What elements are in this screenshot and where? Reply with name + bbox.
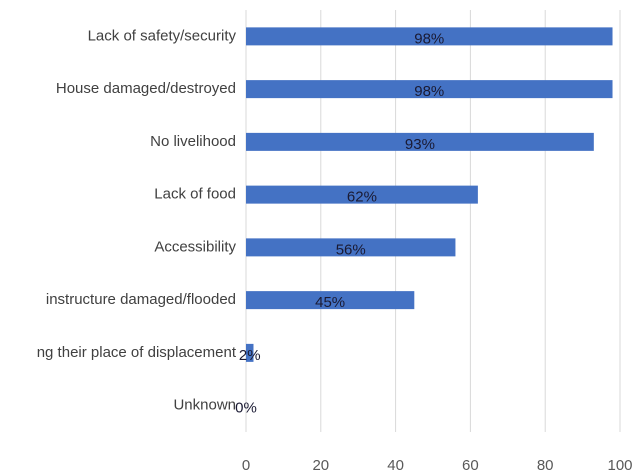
- x-tick-label: 60: [462, 457, 479, 474]
- value-label: 2%: [239, 347, 261, 364]
- x-tick-label: 0: [242, 457, 250, 474]
- category-label: House damaged/destroyed: [56, 80, 236, 97]
- bar: [246, 185, 478, 204]
- category-label: Accessibility: [154, 238, 236, 255]
- value-label: 0%: [235, 400, 257, 417]
- bar: [246, 132, 594, 151]
- value-label: 98%: [414, 30, 444, 47]
- category-label: Unknown: [173, 397, 236, 414]
- bar: [246, 291, 415, 310]
- value-label: 45%: [315, 294, 345, 311]
- value-label: 98%: [414, 83, 444, 100]
- category-label: instructure damaged/flooded: [46, 291, 236, 308]
- value-label: 56%: [336, 241, 366, 258]
- category-label: ng their place of displacement: [37, 344, 237, 361]
- value-label: 62%: [347, 189, 377, 206]
- category-label: No livelihood: [150, 133, 236, 150]
- bar: [246, 238, 456, 257]
- x-tick-label: 40: [387, 457, 404, 474]
- bar: [246, 343, 254, 362]
- bar: [246, 80, 613, 99]
- value-label: 93%: [405, 136, 435, 153]
- bar: [246, 27, 613, 46]
- x-tick-label: 100: [607, 457, 632, 474]
- category-label: Lack of food: [154, 186, 236, 203]
- category-label: Lack of safety/security: [88, 27, 237, 44]
- x-tick-label: 20: [312, 457, 329, 474]
- x-tick-label: 80: [537, 457, 554, 474]
